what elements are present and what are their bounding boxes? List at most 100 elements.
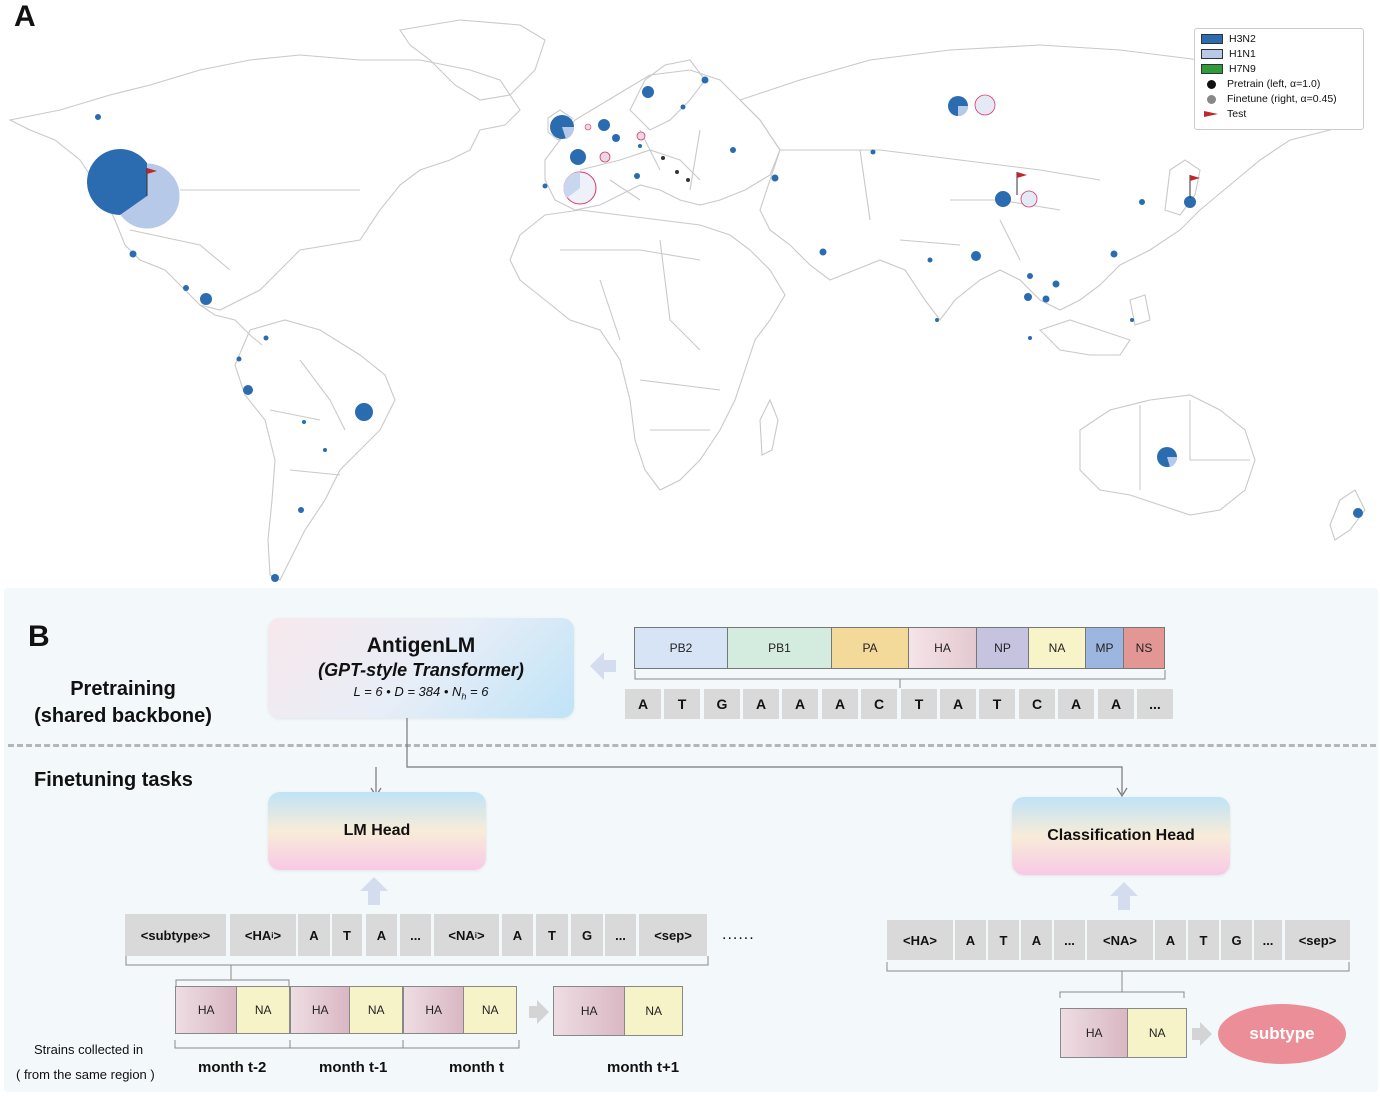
segment-mp: MP	[1086, 628, 1124, 668]
lm-token: A	[366, 914, 397, 956]
sa-border-2	[269, 409, 321, 421]
month-label-t-1: month t-1	[319, 1059, 388, 1076]
arrow-up-icon	[360, 877, 388, 905]
madagascar-outline	[759, 398, 779, 456]
swatch-icon	[1201, 34, 1223, 44]
swatch-icon	[1201, 64, 1223, 74]
finland-pie	[701, 76, 709, 84]
segments-bracket	[634, 670, 1166, 688]
cls-token: T	[988, 920, 1019, 960]
cls-token: ...	[1054, 920, 1085, 960]
month-label-t-plus-1: month t+1	[607, 1059, 680, 1076]
nz-pie	[1353, 508, 1363, 518]
cls-token: <sep>	[1285, 920, 1350, 960]
australia-borders	[1139, 400, 1250, 490]
de-pie-ft	[636, 131, 646, 141]
africa-outline	[509, 209, 786, 491]
segment-pb2: PB2	[635, 628, 728, 668]
scandinavia-outline	[629, 59, 706, 131]
model-connectors	[370, 718, 1128, 798]
strains-label-1: Strains collected in	[34, 1042, 144, 1057]
arrow-up-icon	[1110, 882, 1138, 910]
nucleotide-token: A	[743, 689, 779, 719]
nucleotide-token: G	[704, 689, 740, 719]
strain-month-t-2: HA NA	[175, 986, 290, 1034]
nucleotide-token: A	[940, 689, 976, 719]
cls-token: G	[1221, 920, 1252, 960]
world-map-panel: A	[8, 0, 1366, 582]
lm-ellipsis: ......	[722, 926, 755, 943]
de-pie	[612, 134, 620, 142]
lm-token: <subtype x >	[125, 914, 226, 956]
lm-token: T	[332, 914, 362, 956]
new-zealand-outline	[1329, 489, 1366, 541]
nucleotide-token: A	[1098, 689, 1134, 719]
pretraining-label: Pretraining (shared backbone)	[34, 678, 212, 727]
lm-token: <HA i >	[230, 914, 296, 956]
lm-token: A	[298, 914, 330, 956]
swatch-icon	[1201, 49, 1223, 59]
lm-token: G	[571, 914, 603, 956]
spain-pie	[563, 171, 597, 205]
peru-pie	[243, 385, 253, 395]
segment-ha: HA	[909, 628, 977, 668]
dot-icon	[1206, 79, 1216, 89]
arrow-right-icon	[529, 1000, 549, 1024]
lm-token: A	[502, 914, 533, 956]
arrow-right-icon	[1192, 1022, 1212, 1046]
strain-month-t: HA NA	[403, 986, 517, 1034]
nucleotide-token: A	[625, 689, 661, 719]
segment-ns: NS	[1124, 628, 1164, 668]
europe-borders	[579, 129, 701, 201]
subtype-output: subtype	[1218, 1004, 1346, 1064]
france-pie	[570, 149, 586, 165]
legend-h7n9: H7N9	[1201, 63, 1256, 75]
legend-h1n1: H1N1	[1201, 48, 1256, 60]
nucleotide-token: C	[1019, 689, 1055, 719]
section-divider	[8, 744, 1376, 747]
australia-outline	[1079, 394, 1256, 516]
world-map	[8, 19, 1366, 582]
month-label-t-2: month t-2	[198, 1059, 267, 1076]
nucleotide-token: T	[901, 689, 937, 719]
legend-pretrain: Pretrain (left, α=1.0)	[1201, 78, 1320, 90]
us-mexico-border	[129, 229, 231, 271]
asia-borders	[780, 149, 1101, 261]
panel-a-letter: A	[14, 0, 36, 33]
russia-pie-ft	[974, 94, 996, 116]
china-pie-ft	[1020, 190, 1038, 208]
nucleotide-token: A	[822, 689, 858, 719]
cls-token: <NA>	[1087, 920, 1153, 960]
nucleotide-token: C	[861, 689, 897, 719]
north-america-outline	[8, 54, 521, 311]
japan-outline	[1164, 159, 1201, 216]
legend-h3n2: H3N2	[1201, 33, 1256, 45]
arrow-left-icon	[590, 652, 616, 680]
panel-b-letter: B	[28, 620, 50, 653]
mexico-pie	[200, 293, 212, 305]
classification-head-box: Classification Head	[1012, 797, 1230, 875]
legend-finetune: Finetune (right, α=0.45)	[1201, 93, 1337, 105]
sa-border-3	[289, 469, 341, 476]
lm-token: ...	[605, 914, 636, 956]
segment-np: NP	[977, 628, 1029, 668]
genome-segments: PB2 PB1 PA HA NP NA MP NS	[634, 627, 1165, 669]
cls-bracket	[886, 962, 1350, 998]
france-pie-ft	[599, 151, 611, 163]
china-pie	[995, 191, 1011, 207]
nucleotide-token: A	[782, 689, 818, 719]
flag-icon	[1204, 111, 1218, 117]
strains-label-2: ( from the same region )	[16, 1067, 155, 1082]
japan-pie	[1184, 196, 1196, 208]
map-legend: H3N2 H1N1 H7N9 Pretrain (left, α=1.0) Fi…	[1194, 28, 1364, 130]
model-subtitle: (GPT-style Transformer)	[318, 660, 524, 681]
south-america-outline	[234, 319, 396, 581]
cls-token: A	[1155, 920, 1186, 960]
sa-border-1	[299, 359, 346, 431]
cls-token: A	[955, 920, 986, 960]
cls-strain: HA NA	[1060, 1008, 1187, 1058]
lm-bracket	[125, 956, 709, 986]
lm-token: T	[536, 914, 568, 956]
africa-borders	[560, 239, 721, 431]
legend-test: Test	[1201, 108, 1246, 120]
